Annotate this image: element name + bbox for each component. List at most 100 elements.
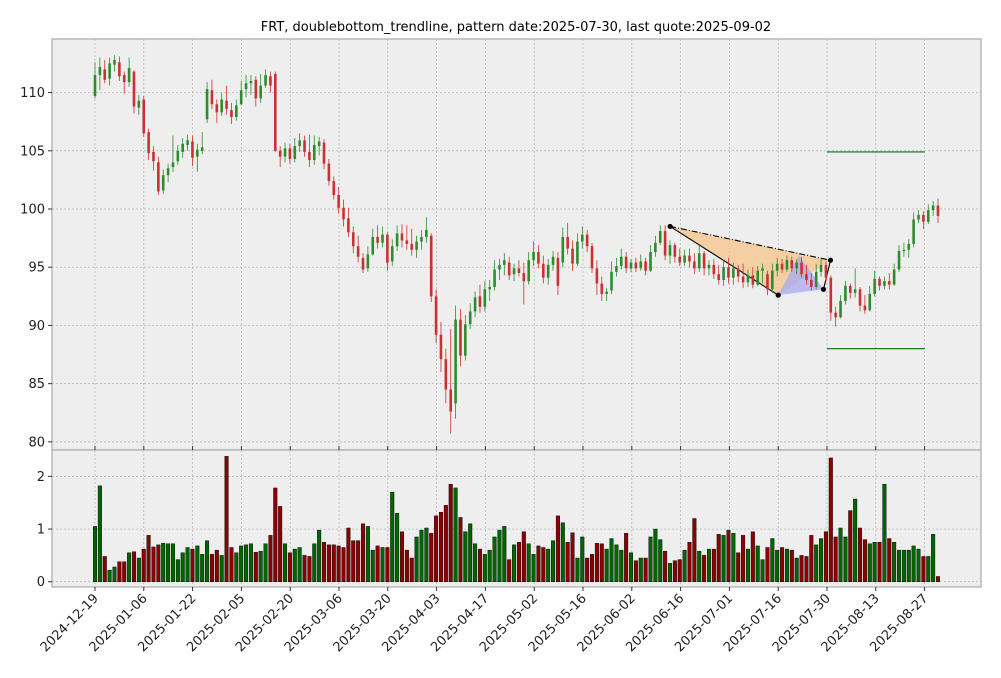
- candle-body: [858, 289, 862, 306]
- volume-bar: [127, 552, 132, 582]
- volume-bar: [672, 560, 677, 582]
- candle-body: [727, 267, 730, 278]
- volume-bar: [390, 491, 395, 582]
- volume-bar: [667, 563, 672, 582]
- candle-body: [848, 285, 852, 293]
- candle-body: [108, 63, 111, 79]
- volume-bar: [219, 555, 224, 582]
- candle-body: [181, 143, 185, 152]
- candle-body: [483, 289, 487, 307]
- candle-body: [410, 243, 414, 250]
- candle-body: [546, 264, 550, 278]
- volume-bar: [546, 548, 551, 582]
- volume-bar: [906, 549, 911, 582]
- volume-bar: [234, 552, 239, 582]
- volume-bar: [575, 557, 580, 582]
- volume-bar: [151, 546, 156, 582]
- candle-body: [103, 69, 107, 80]
- candle-body: [566, 236, 569, 249]
- candle-body: [381, 234, 384, 243]
- pattern-point: [667, 223, 673, 230]
- volume-bar: [794, 557, 799, 582]
- volume-bar: [770, 538, 775, 582]
- candle-body: [863, 305, 867, 311]
- pattern-point: [820, 286, 827, 292]
- candle-body: [351, 232, 355, 247]
- volume-bar: [473, 543, 478, 582]
- candle-body: [317, 141, 321, 147]
- pattern-trendline: [670, 225, 831, 261]
- volume-bar: [755, 545, 760, 582]
- candle-body: [624, 256, 628, 269]
- candle-body: [459, 319, 462, 356]
- candle-body: [722, 267, 725, 281]
- candle-body: [829, 277, 833, 313]
- volume-bar: [780, 547, 785, 582]
- volume-bar: [429, 533, 434, 582]
- candle-body: [210, 90, 214, 105]
- candle-body: [824, 264, 828, 278]
- candle-body: [278, 150, 282, 157]
- candle-body: [639, 261, 643, 269]
- volume-bar: [263, 543, 268, 582]
- volume-bar: [560, 522, 565, 582]
- volume-bar: [848, 510, 853, 582]
- volume-bar: [516, 542, 521, 582]
- candle-body: [157, 162, 160, 192]
- volume-bar: [838, 527, 843, 582]
- price-y-tick-label: 90: [28, 319, 45, 334]
- candle-body: [697, 253, 701, 269]
- volume-bar: [604, 548, 609, 582]
- candle-body: [746, 275, 750, 283]
- volume-bar: [302, 555, 307, 582]
- candle-body: [771, 270, 774, 290]
- candle-body: [356, 246, 360, 257]
- volume-y-tick-label: 2: [37, 470, 45, 485]
- volume-bar: [273, 487, 278, 582]
- volume-bar: [468, 523, 473, 582]
- volume-bar: [365, 526, 370, 582]
- candle-body: [668, 245, 672, 256]
- candle-body: [215, 104, 219, 113]
- volume-bar: [658, 539, 663, 582]
- volume-bar: [175, 559, 180, 582]
- volume-bar: [706, 548, 711, 582]
- candle-body: [839, 300, 842, 318]
- volume-bar: [443, 505, 448, 582]
- volume-bar: [161, 543, 166, 582]
- volume-bar: [297, 547, 302, 582]
- candle-body: [371, 236, 375, 255]
- candle-body: [405, 240, 409, 244]
- price-panel: 80 85 90 95 100 105 110: [20, 38, 982, 451]
- candle-body: [259, 85, 262, 99]
- candle-body: [449, 389, 453, 412]
- price-y-tick-label: 100: [20, 202, 45, 217]
- candle-body: [342, 207, 345, 220]
- volume-bar: [677, 559, 682, 582]
- candle-body: [683, 255, 686, 263]
- candle-body: [663, 231, 667, 256]
- candle-body: [308, 151, 311, 161]
- volume-bar: [711, 548, 716, 582]
- volume-bar: [239, 545, 244, 582]
- candle-body: [800, 262, 803, 275]
- candle-body: [230, 110, 233, 118]
- volume-y-tick-label: 1: [37, 523, 45, 538]
- candle-body: [556, 257, 560, 286]
- volume-panel: 0 1 2: [37, 449, 982, 590]
- volume-y-tick-label: 0: [37, 575, 45, 590]
- volume-bar: [141, 548, 146, 582]
- candle-body: [269, 76, 272, 86]
- volume-bar: [624, 533, 629, 582]
- candle-body: [756, 270, 760, 285]
- volume-bar: [399, 531, 404, 582]
- candle-body: [702, 253, 706, 269]
- volume-bar: [882, 484, 887, 582]
- price-y-tick-label: 95: [28, 261, 45, 276]
- candle-body: [512, 268, 516, 275]
- candle-body: [488, 286, 491, 290]
- candle-body: [532, 252, 535, 261]
- candle-body: [761, 268, 764, 271]
- candle-body: [585, 234, 589, 247]
